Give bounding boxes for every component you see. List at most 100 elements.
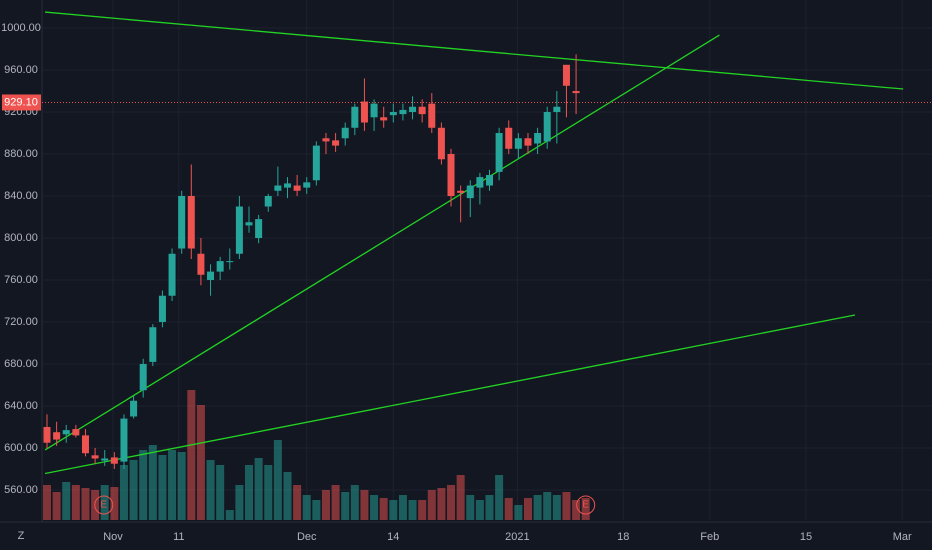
candle-body [216, 261, 224, 272]
candle-body [62, 430, 70, 435]
candle-body [447, 154, 455, 197]
earnings-label: E [100, 500, 107, 511]
volume-bar [148, 445, 157, 520]
candle-body [389, 112, 397, 116]
candle-body [418, 106, 426, 115]
y-tick-label: 840.00 [4, 190, 38, 202]
y-tick-label: 760.00 [4, 274, 38, 286]
volume-bar [350, 485, 359, 520]
candle-body [178, 196, 186, 249]
y-tick-label: 1000.00 [1, 22, 41, 34]
volume-bar [408, 500, 417, 520]
candle-body [437, 127, 445, 160]
volume-bar [168, 450, 177, 520]
candle-body [283, 183, 291, 188]
volume-bar [427, 490, 436, 520]
volume-bar [245, 465, 254, 520]
x-tick-label: 14 [387, 531, 399, 543]
y-tick-label: 720.00 [4, 316, 38, 328]
candle-body [505, 127, 513, 149]
trend-line [44, 34, 720, 451]
volume-bar [485, 495, 494, 520]
candle-body [293, 185, 301, 191]
volume-bar [235, 485, 244, 520]
candle-body [399, 109, 407, 115]
candle-body [43, 426, 51, 443]
candle-body [553, 106, 561, 113]
volume-bar [273, 440, 282, 520]
x-tick-label: 11 [173, 531, 184, 543]
volume-bar [360, 490, 369, 520]
volume-bar [264, 465, 273, 520]
candle-body [312, 145, 320, 181]
earnings-label: E [582, 500, 589, 511]
volume-bar [129, 460, 138, 520]
x-tick-label: Feb [700, 531, 719, 543]
candle-body [158, 295, 166, 322]
volume-bar [81, 488, 90, 520]
volume-bar [100, 485, 109, 520]
volume-bar [43, 485, 52, 520]
candle-body [264, 196, 272, 207]
candle-body [168, 253, 176, 296]
volume-bar [52, 492, 61, 520]
trend-line [45, 11, 904, 90]
volume-bar [475, 500, 484, 520]
candle-body [428, 103, 436, 128]
volume-bar [370, 495, 379, 520]
volume-bar [389, 500, 398, 520]
candle-body [370, 103, 378, 118]
volume-bar [302, 495, 311, 520]
trend-line [44, 314, 856, 475]
volume-bar [514, 505, 523, 520]
candle-body [130, 400, 138, 417]
x-tick-label: 2021 [505, 531, 529, 543]
candle-body [486, 175, 494, 186]
candle-body [110, 457, 118, 464]
y-tick-label: 880.00 [4, 148, 38, 160]
candle-body [91, 455, 99, 459]
x-tick-label: Nov [103, 531, 123, 543]
candle-body [120, 418, 128, 462]
volume-bar [533, 495, 542, 520]
volume-bar [187, 390, 196, 520]
volume-bar [456, 475, 465, 520]
candle-body [332, 140, 340, 146]
volume-bar [293, 485, 302, 520]
volume-bar [466, 495, 475, 520]
volume-bar [177, 452, 186, 520]
volume-bar [206, 460, 215, 520]
toolbar-icon[interactable]: Z [18, 530, 25, 542]
candle-body [409, 106, 417, 113]
candle-body [235, 206, 243, 254]
volume-bar [139, 450, 148, 520]
candle-body [53, 432, 61, 440]
earnings-marker [94, 495, 114, 515]
y-tick-label: 640.00 [4, 400, 38, 412]
candle-body [139, 363, 147, 391]
candle-body [207, 271, 215, 280]
volume-bar [283, 472, 292, 520]
candle-body [380, 117, 388, 121]
volume-bar [398, 495, 407, 520]
candle-body [341, 127, 349, 139]
candle-body [245, 222, 253, 226]
candle-body [274, 185, 282, 191]
volume-bar [119, 465, 128, 520]
y-tick-label: 560.00 [4, 484, 38, 496]
x-tick-label: Mar [893, 531, 912, 543]
volume-bar [331, 485, 340, 520]
price-label-box [2, 94, 41, 111]
volume-bar [581, 498, 590, 520]
candle-body [457, 190, 465, 193]
price-label: 929.10 [4, 96, 38, 108]
volume-bar [543, 492, 552, 520]
volume-bar [110, 487, 119, 520]
volume-bar [341, 492, 350, 520]
candle-body [303, 182, 311, 188]
volume-bar [321, 490, 330, 520]
volume-bar [216, 465, 225, 520]
candle-body [101, 458, 109, 461]
candle-body [149, 327, 157, 362]
